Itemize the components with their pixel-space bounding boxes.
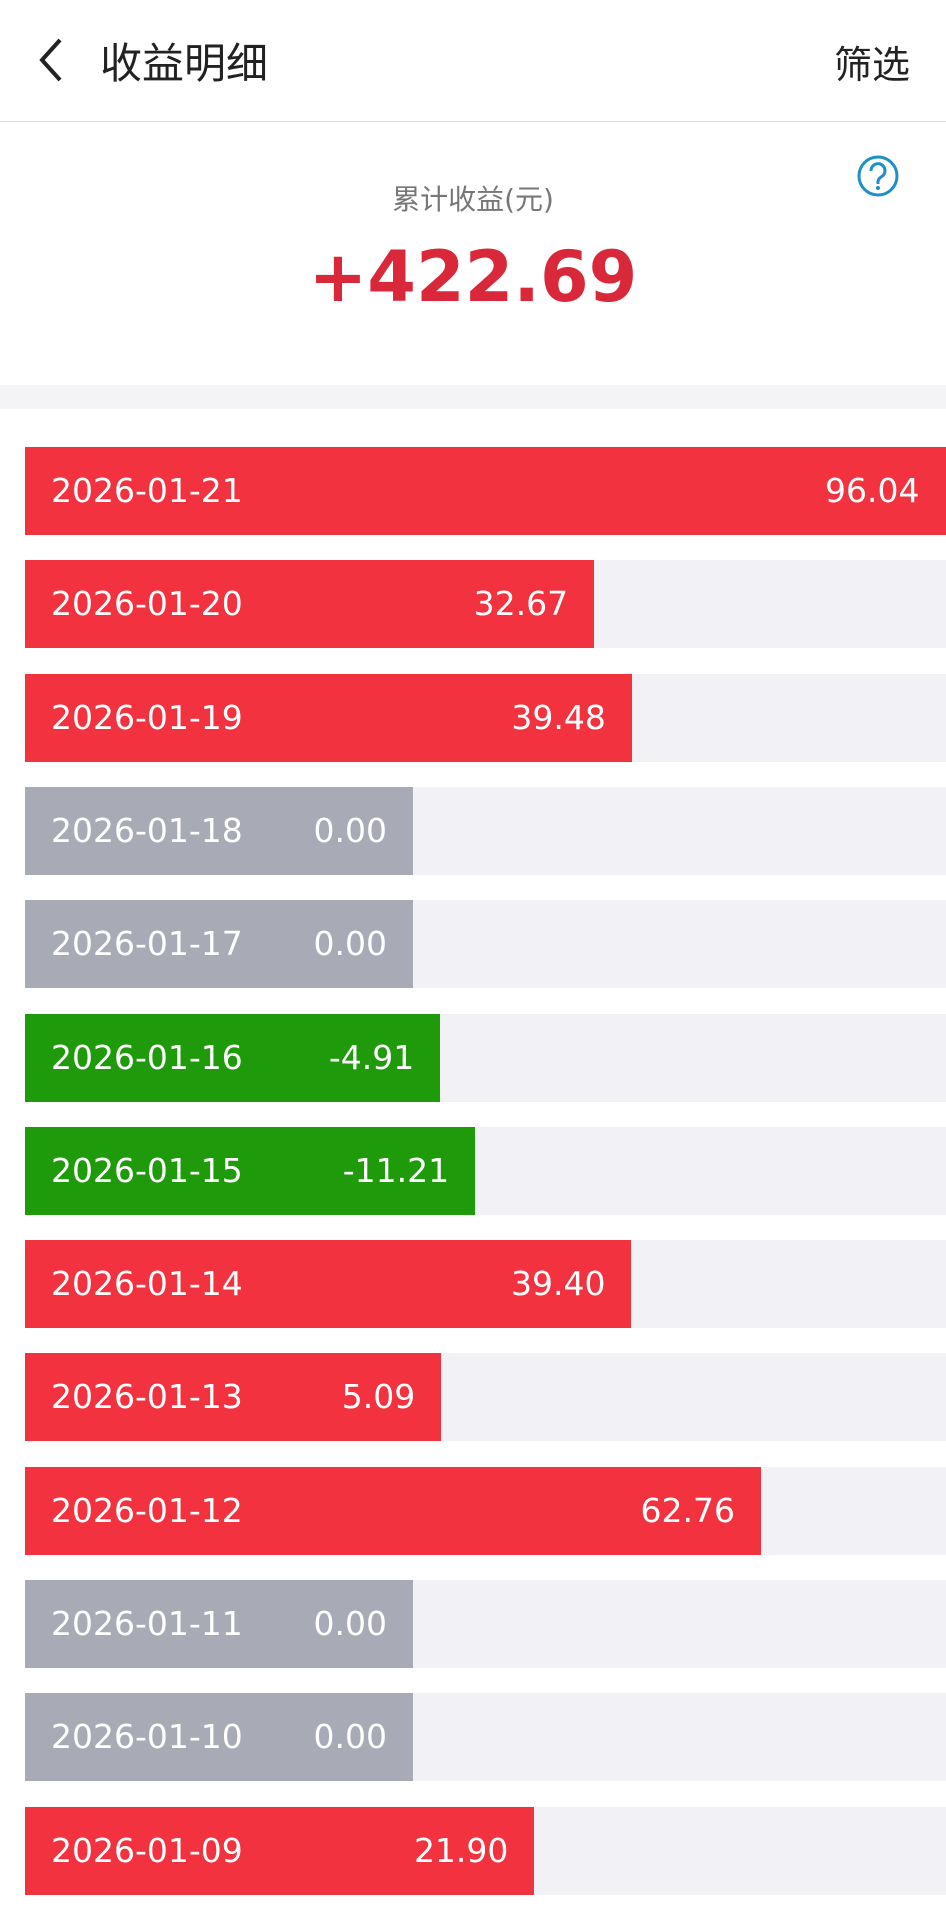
row-value: 21.90 — [413, 1830, 509, 1870]
row-value: 96.04 — [825, 471, 920, 510]
row-value: 0.00 — [313, 1604, 387, 1643]
row-date: 2026-01-12 — [51, 1490, 243, 1530]
bar — [25, 1693, 413, 1782]
bar — [25, 1013, 441, 1102]
row-date: 2026-01-18 — [51, 810, 243, 850]
row-value: 39.48 — [511, 697, 606, 737]
row-date: 2026-01-14 — [51, 1264, 243, 1304]
row-date: 2026-01-11 — [51, 1604, 243, 1643]
header: 收益明细 筛选 — [0, 0, 946, 122]
row-value: -4.91 — [328, 1037, 415, 1077]
bar — [25, 560, 595, 649]
row-value: 0.00 — [313, 1717, 387, 1757]
bar — [25, 447, 946, 535]
bar — [25, 786, 413, 875]
summary-total: +422.69 — [308, 236, 638, 318]
bar — [25, 900, 413, 989]
bar — [25, 1353, 442, 1442]
row-value: 39.40 — [510, 1264, 606, 1304]
row-value: 0.00 — [313, 810, 387, 850]
bar — [25, 1240, 632, 1329]
row-date: 2026-01-15 — [51, 1150, 243, 1190]
filter-button[interactable]: 筛选 — [833, 43, 910, 87]
row-value: -11.21 — [342, 1150, 450, 1190]
row-date: 2026-01-16 — [51, 1037, 243, 1077]
row-date: 2026-01-13 — [51, 1377, 243, 1417]
row-value: 32.67 — [473, 584, 569, 624]
bar — [25, 673, 632, 762]
row-value: 0.00 — [313, 924, 387, 964]
page-title: 收益明细 — [100, 39, 269, 88]
help-icon[interactable] — [856, 154, 900, 198]
bar — [25, 1466, 761, 1555]
row-date: 2026-01-09 — [51, 1830, 243, 1870]
row-date: 2026-01-10 — [51, 1717, 243, 1757]
row-date: 2026-01-17 — [51, 924, 243, 964]
row-value: 5.09 — [341, 1377, 416, 1417]
row-date: 2026-01-19 — [51, 697, 243, 737]
bar — [25, 1580, 413, 1668]
row-value: 62.76 — [640, 1490, 735, 1530]
row-date: 2026-01-21 — [51, 471, 243, 510]
summary-label: 累计收益(元) — [392, 183, 554, 216]
row-date: 2026-01-20 — [51, 584, 243, 624]
divider-band — [0, 385, 946, 409]
bar — [25, 1126, 476, 1215]
bar — [25, 1806, 535, 1895]
back-button[interactable] — [36, 36, 64, 84]
